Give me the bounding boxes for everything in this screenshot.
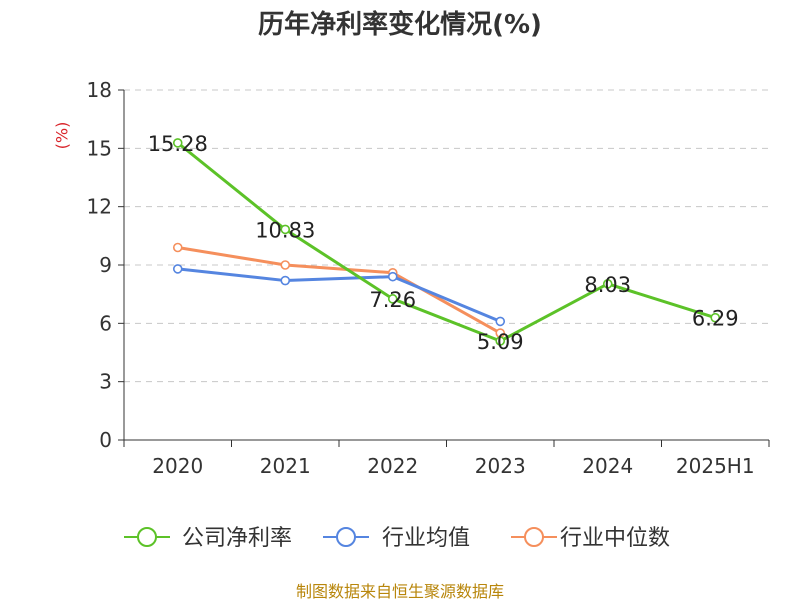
series-line xyxy=(177,267,501,323)
legend-marker xyxy=(137,527,157,547)
y-tick-label: 0 xyxy=(99,428,112,452)
y-tick-label: 18 xyxy=(87,78,112,102)
data-point xyxy=(280,275,291,286)
y-tick-label: 6 xyxy=(99,311,112,335)
y-tick-label: 15 xyxy=(87,136,112,160)
data-point xyxy=(172,264,183,274)
data-label: 6.29 xyxy=(692,307,739,331)
legend-marker xyxy=(336,527,356,547)
data-point xyxy=(710,312,721,323)
data-point xyxy=(495,336,506,346)
data-label: 8.03 xyxy=(584,273,631,297)
y-tick-label: 12 xyxy=(87,195,112,219)
x-tick-label: 2025H1 xyxy=(676,454,755,478)
data-point xyxy=(495,316,506,327)
chart-title: 历年净利率变化情况(%) xyxy=(258,10,542,40)
x-tick-label: 2024 xyxy=(582,454,633,478)
data-label: 5.09 xyxy=(477,330,524,354)
source-note: 制图数据来自恒生聚源数据库 xyxy=(295,582,504,601)
data-point xyxy=(172,138,183,148)
data-point xyxy=(602,279,613,289)
data-label: 7.26 xyxy=(369,288,416,312)
data-point xyxy=(172,242,183,253)
y-tick-label: 3 xyxy=(99,370,112,394)
data-point xyxy=(387,294,398,304)
series-line xyxy=(176,141,716,343)
legend-label: 行业中位数 xyxy=(560,526,670,551)
x-tick-label: 2020 xyxy=(152,454,203,478)
data-label: 15.28 xyxy=(148,132,208,156)
data-point xyxy=(280,224,291,235)
data-point xyxy=(280,260,291,270)
data-point xyxy=(387,271,398,282)
data-label: 10.83 xyxy=(255,218,315,242)
y-tick-label: 9 xyxy=(99,253,112,277)
legend-label: 行业均值 xyxy=(382,526,470,551)
legend-label: 公司净利率 xyxy=(182,526,292,551)
x-tick-label: 2023 xyxy=(475,454,526,478)
x-tick-label: 2021 xyxy=(260,454,311,478)
x-tick-label: 2022 xyxy=(367,454,418,478)
series-line xyxy=(177,246,501,335)
legend-marker xyxy=(524,527,544,547)
